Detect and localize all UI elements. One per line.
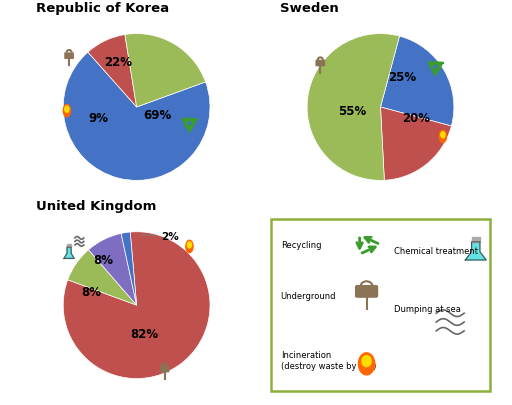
Text: 20%: 20% bbox=[402, 112, 430, 125]
Ellipse shape bbox=[441, 132, 445, 139]
FancyBboxPatch shape bbox=[64, 53, 74, 60]
Text: Chemical treatment: Chemical treatment bbox=[394, 246, 478, 255]
Ellipse shape bbox=[362, 356, 371, 367]
Text: 2%: 2% bbox=[141, 232, 179, 241]
Ellipse shape bbox=[187, 242, 191, 248]
Wedge shape bbox=[89, 234, 137, 305]
Text: 22%: 22% bbox=[104, 56, 132, 69]
Text: Recycling: Recycling bbox=[281, 241, 321, 249]
Text: Dumping at sea: Dumping at sea bbox=[394, 305, 461, 313]
FancyBboxPatch shape bbox=[160, 366, 169, 373]
Text: 82%: 82% bbox=[130, 327, 158, 340]
FancyBboxPatch shape bbox=[271, 220, 489, 391]
Wedge shape bbox=[307, 34, 399, 181]
Polygon shape bbox=[67, 245, 71, 247]
Polygon shape bbox=[472, 237, 480, 242]
Ellipse shape bbox=[358, 353, 375, 375]
Text: Incineration
(destroy waste by fire): Incineration (destroy waste by fire) bbox=[281, 350, 376, 370]
Text: 8%: 8% bbox=[81, 286, 101, 299]
Text: 55%: 55% bbox=[338, 105, 367, 118]
Text: 25%: 25% bbox=[389, 70, 417, 83]
Wedge shape bbox=[121, 232, 137, 305]
Text: United Kingdom: United Kingdom bbox=[36, 200, 156, 213]
Text: Underground: Underground bbox=[281, 292, 336, 301]
Text: Republic of Korea: Republic of Korea bbox=[36, 2, 169, 15]
Wedge shape bbox=[63, 232, 210, 379]
Wedge shape bbox=[380, 108, 452, 181]
Wedge shape bbox=[63, 53, 210, 181]
Text: Sweden: Sweden bbox=[280, 2, 338, 15]
Ellipse shape bbox=[63, 105, 71, 117]
Text: 9%: 9% bbox=[89, 112, 109, 125]
Wedge shape bbox=[125, 34, 206, 108]
Polygon shape bbox=[64, 247, 74, 259]
Wedge shape bbox=[68, 250, 137, 305]
Ellipse shape bbox=[65, 107, 69, 113]
Ellipse shape bbox=[186, 241, 193, 253]
Polygon shape bbox=[465, 242, 486, 260]
FancyBboxPatch shape bbox=[315, 61, 325, 67]
Ellipse shape bbox=[439, 131, 446, 143]
Text: 8%: 8% bbox=[94, 254, 114, 266]
Wedge shape bbox=[88, 36, 137, 108]
Wedge shape bbox=[380, 37, 454, 127]
FancyBboxPatch shape bbox=[355, 285, 378, 298]
Text: 69%: 69% bbox=[143, 109, 172, 122]
